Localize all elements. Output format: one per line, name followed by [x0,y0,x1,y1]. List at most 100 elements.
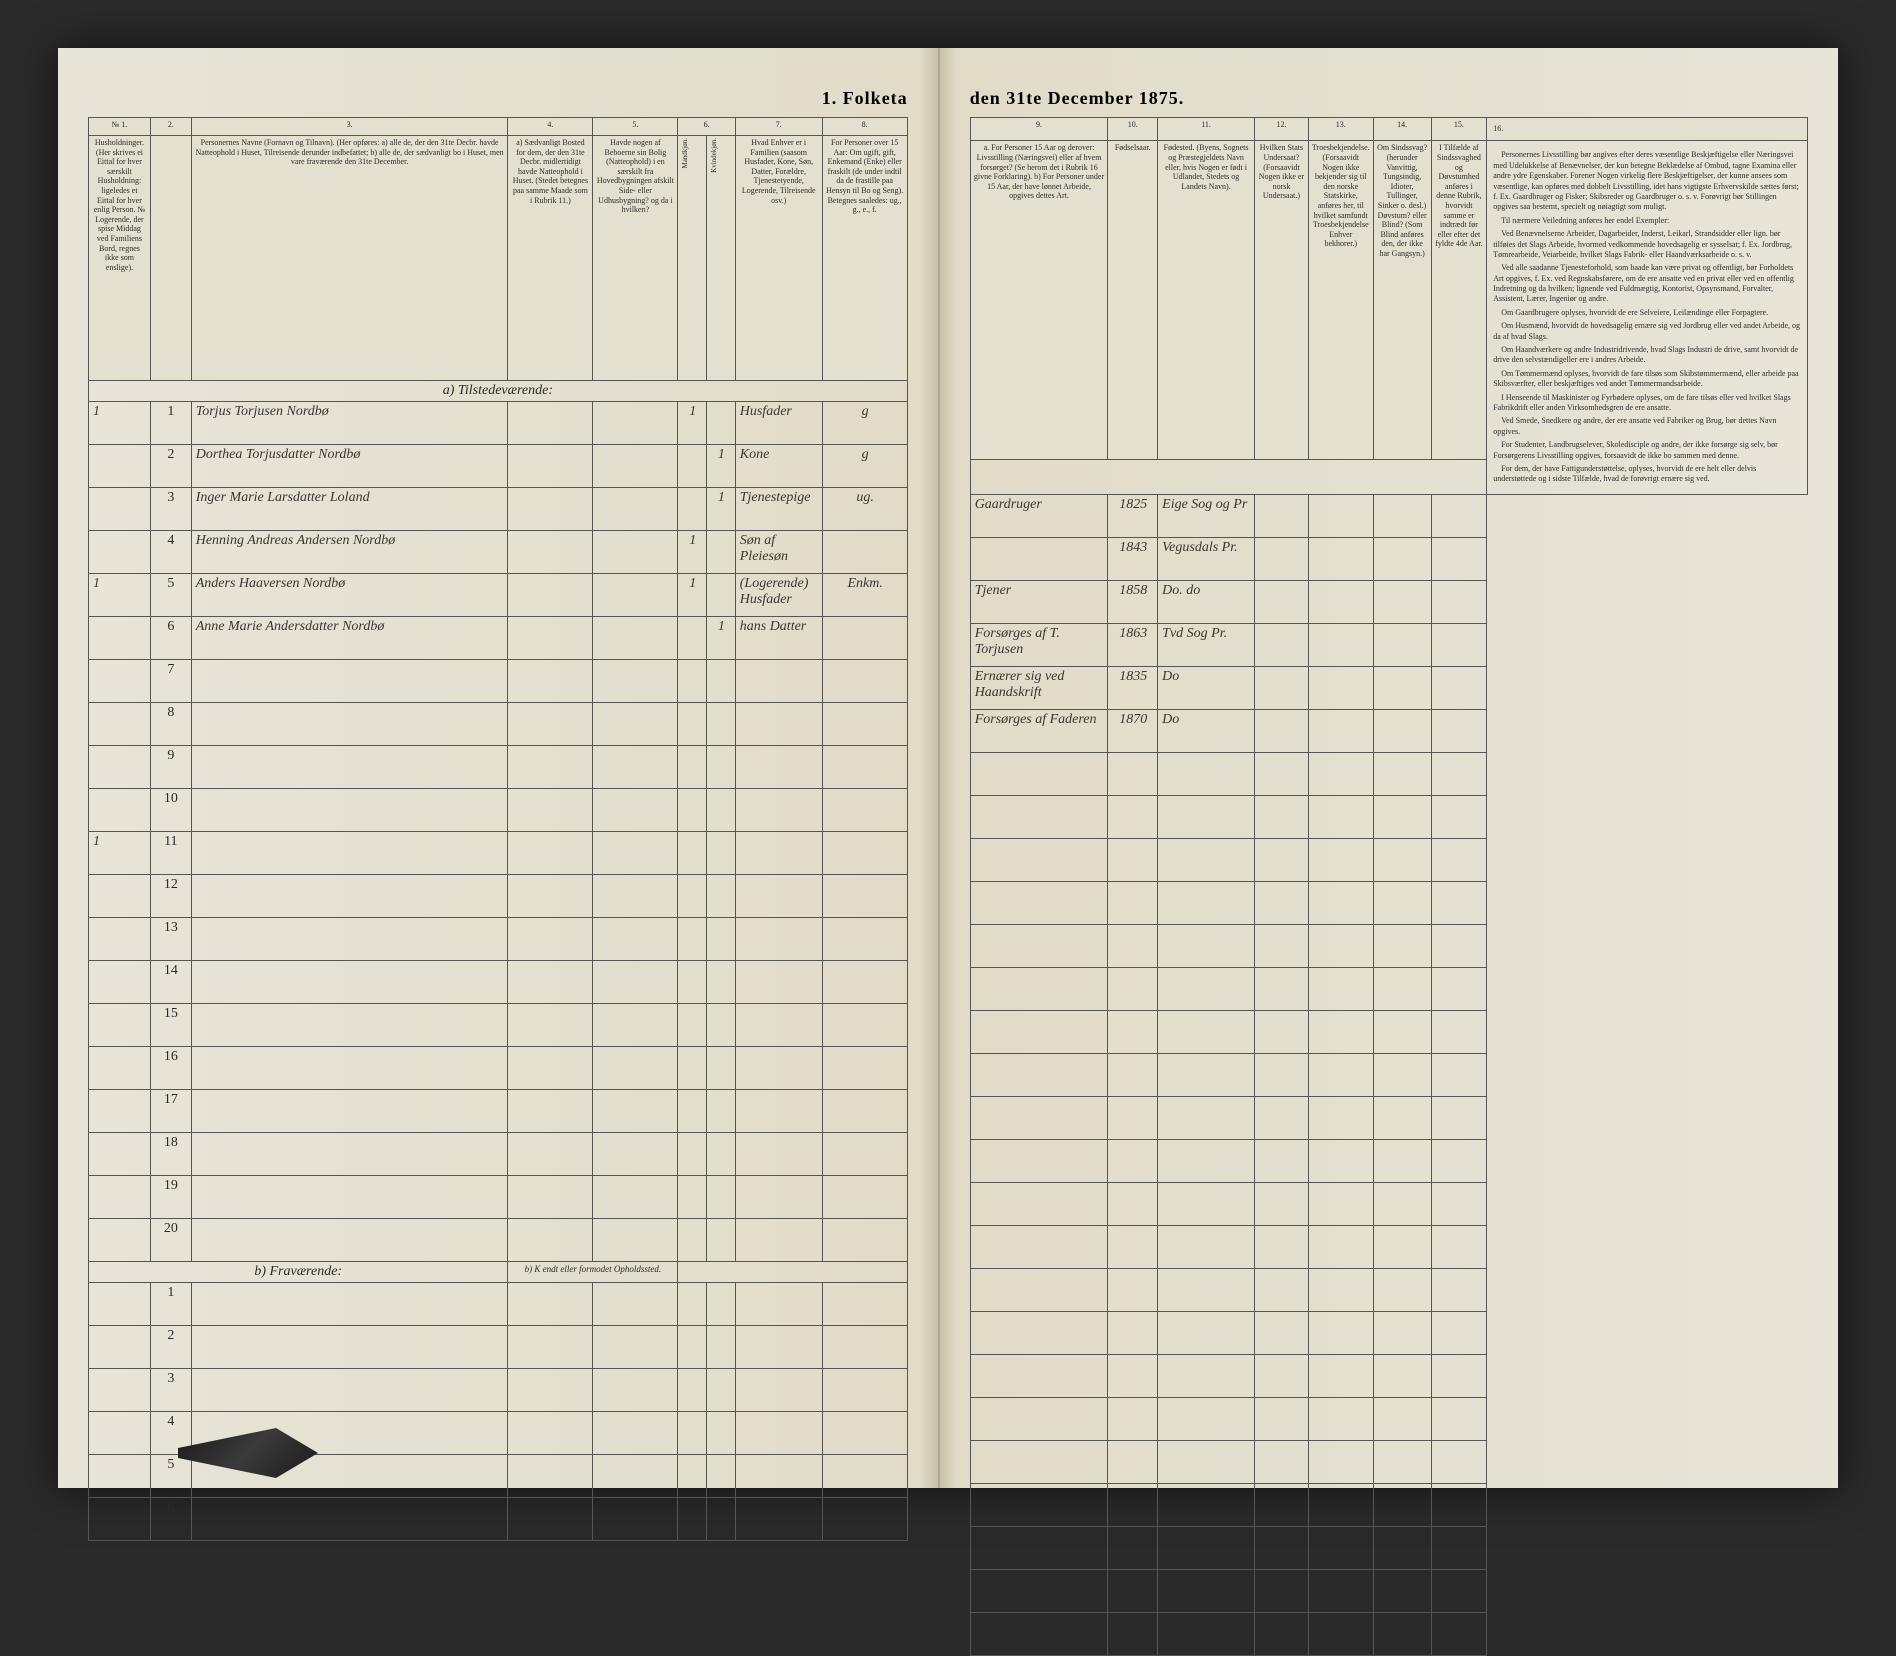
cell-marital [822,660,907,703]
cell-male [678,617,707,660]
header-7: Hvad Enhver er i Familien (saasom Husfad… [735,136,822,381]
col-header-2: 2. [150,118,191,136]
cell-marital: g [822,402,907,445]
cell-name: Anne Marie Andersdatter Nordbø [191,617,508,660]
col-header-16: 16. [1487,118,1808,141]
section-b-sub: b) K endt eller formodet Opholdssted. [508,1262,678,1283]
col-header-8: 8. [822,118,907,136]
table-row-empty: 16 [89,1047,908,1090]
page-title-right: den 31te December 1875. [970,88,1808,109]
cell-birthplace: Vegusdals Pr. [1158,537,1255,580]
col-header-3: 3. [191,118,508,136]
cell-female [707,660,736,703]
col-header-6: 6. [678,118,735,136]
table-row: 3 Inger Marie Larsdatter Loland 1 Tjenes… [89,488,908,531]
header-9: a. For Personer 15 Aar og derover: Livss… [970,141,1108,459]
table-row-right-empty [970,1397,1807,1440]
rubrik-paragraph: I Henseende til Maskinister og Fyrbødere… [1493,393,1801,414]
header-13: Troesbekjendelse. (Forsaavidt Nogen ikke… [1308,141,1373,459]
table-row: 1 1 Torjus Torjusen Nordbø 1 Husfader g [89,402,908,445]
table-row: 7 [89,660,908,703]
table-row-b: 2 [89,1326,908,1369]
table-row-right: Forsørges af T. Torjusen 1863 Tvd Sog Pr… [970,623,1807,666]
table-row-empty: 13 [89,918,908,961]
cell-5 [593,488,678,531]
left-table: № 1. 2. 3. 4. 5. 6. 7. 8. Husholdninger.… [88,117,908,1541]
cell-female: 1 [707,617,736,660]
cell-hh [89,445,151,488]
cell-name: Torjus Torjusen Nordbø [191,402,508,445]
table-row-right-empty [970,838,1807,881]
table-row-right-empty [970,1053,1807,1096]
table-row-right-empty [970,1612,1807,1655]
table-row-right-empty [970,924,1807,967]
cell-rownum: 6 [150,617,191,660]
table-row-empty: 9 [89,746,908,789]
cell-marital [822,531,907,574]
table-row-right-empty [970,1182,1807,1225]
table-row-b: 1 [89,1283,908,1326]
table-row-right-empty [970,1354,1807,1397]
col-header-11: 11. [1158,118,1255,141]
col-header-10: 10. [1108,118,1158,141]
rubrik-paragraph: Ved Benævnelserne Arbeider, Dagarbeider,… [1493,229,1801,260]
table-row-right-empty [970,967,1807,1010]
rubrik-column: Personernes Livsstilling bør angives eft… [1487,141,1808,494]
cell-hh [89,531,151,574]
cell-year: 1858 [1108,580,1158,623]
cell-4 [508,445,593,488]
col-header-14: 14. [1373,118,1431,141]
cell-5 [593,531,678,574]
col-header-5: 5. [593,118,678,136]
table-row-empty: 8 [89,703,908,746]
book-spread: 1. Folketa № 1. 2. 3. 4. 5. 6. 7. 8. Hus… [58,48,1838,1488]
table-row-empty: 14 [89,961,908,1004]
header-4: a) Sædvanligt Bosted for dem, der den 31… [508,136,593,381]
table-row-right: Ernærer sig ved Haandskrift 1835 Do [970,666,1807,709]
table-row-right-empty [970,1440,1807,1483]
table-row-empty: 20 [89,1219,908,1262]
table-row-right-empty [970,1311,1807,1354]
table-row-right-empty [970,1483,1807,1526]
table-row-right: 1843 Vegusdals Pr. [970,537,1807,580]
header-6b: Kvindekjøn. [710,138,718,173]
col-header-15: 15. [1431,118,1487,141]
cell-marital: Enkm. [822,574,907,617]
cell-rownum: 4 [150,531,191,574]
cell-4 [508,531,593,574]
page-title-left: 1. Folketa [88,88,908,109]
cell-relation [735,660,822,703]
table-row-right-empty [970,881,1807,924]
cell-occupation: Forsørges af Faderen [970,709,1108,752]
header-10: Fødselsaar. [1108,141,1158,459]
cell-male: 1 [678,574,707,617]
table-row-right: Forsørges af Faderen 1870 Do [970,709,1807,752]
cell-female [707,574,736,617]
table-row-empty: 19 [89,1176,908,1219]
col-header-7: 7. [735,118,822,136]
cell-birthplace: Do [1158,709,1255,752]
table-row: 2 Dorthea Torjusdatter Nordbø 1 Kone g [89,445,908,488]
header-14: Om Sindssvag? (herunder Vanvittig, Tungs… [1373,141,1431,459]
cell-relation: Søn af Pleiesøn [735,531,822,574]
table-row-empty: 10 [89,789,908,832]
table-row-b: 3 [89,1369,908,1412]
cell-year: 1863 [1108,623,1158,666]
cell-relation: Husfader [735,402,822,445]
cell-name: Henning Andreas Andersen Nordbø [191,531,508,574]
header-5: Havde nogen af Beboerne sin Bolig (Natte… [593,136,678,381]
cell-4 [508,574,593,617]
cell-relation: Tjenestepige [735,488,822,531]
cell-4 [508,617,593,660]
table-row-right: Tjener 1858 Do. do [970,580,1807,623]
col-header-13: 13. [1308,118,1373,141]
table-row-right-empty [970,1096,1807,1139]
cell-hh: 1 [89,402,151,445]
header-11: Fødested. (Byens, Sognets og Præstegjeld… [1158,141,1255,459]
rubrik-paragraph: Til nærmere Veiledning anføres her endel… [1493,216,1801,226]
table-row-empty: 111 [89,832,908,875]
cell-male: 1 [678,531,707,574]
cell-male: 1 [678,402,707,445]
col-header-1: № 1. [89,118,151,136]
table-row-right-empty [970,1225,1807,1268]
